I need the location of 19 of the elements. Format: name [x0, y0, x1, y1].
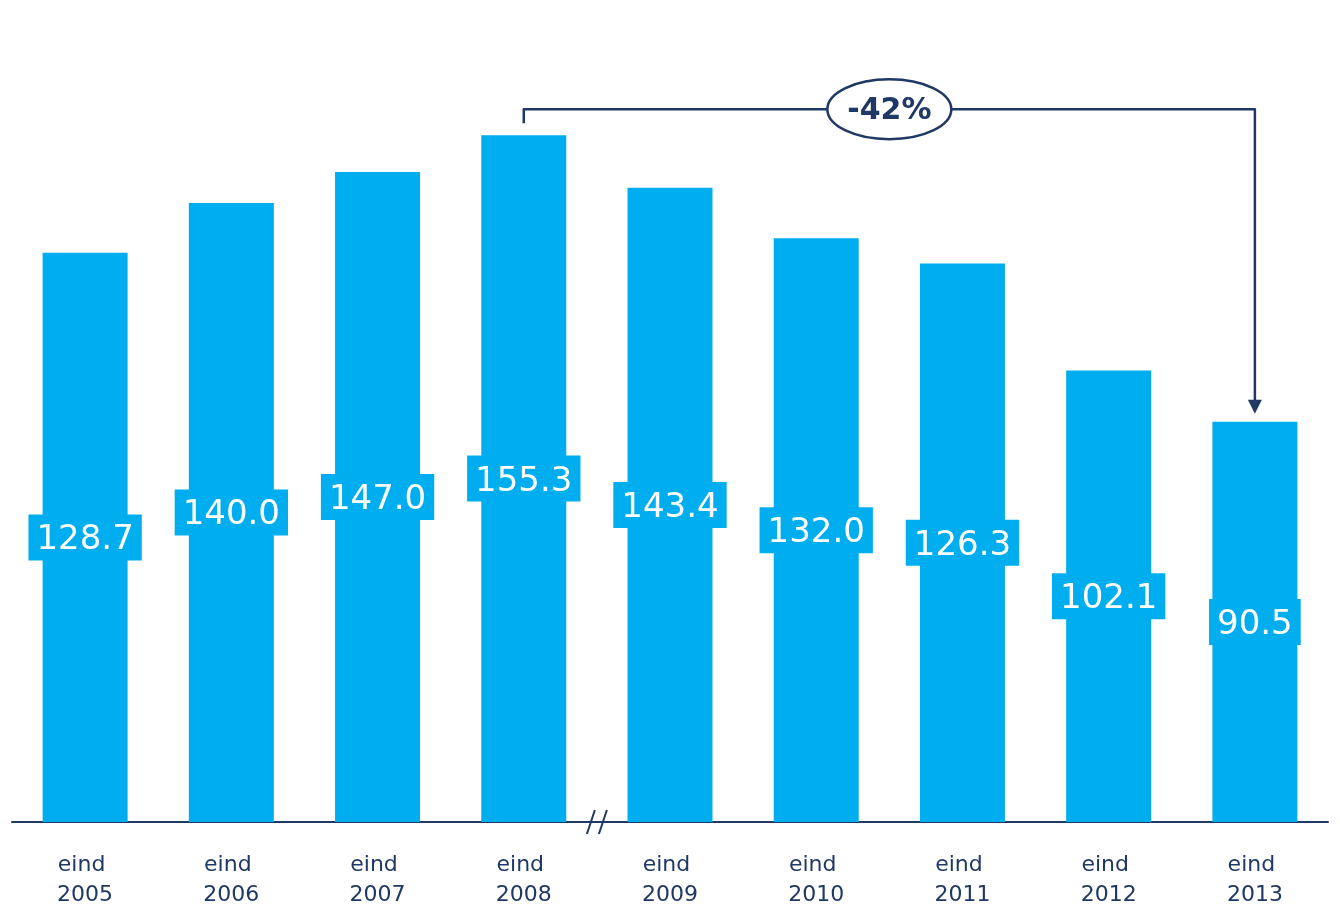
- data-label: 128.7: [36, 517, 134, 558]
- x-tick-label: eind 2012: [1080, 850, 1137, 906]
- data-label: 102.1: [1059, 576, 1158, 617]
- x-tick-label: eind 2006: [203, 850, 260, 906]
- x-tick-label: eind 2008: [495, 850, 552, 906]
- data-label: 147.0: [328, 476, 427, 517]
- x-tick-label: eind 2009: [642, 850, 698, 906]
- x-tick-label: eind 2011: [934, 850, 991, 906]
- x-tick-label: eind 2013: [1226, 850, 1283, 906]
- x-tick-label: eind 2005: [57, 850, 114, 906]
- data-label: 90.5: [1217, 601, 1293, 642]
- data-label: 126.3: [913, 522, 1012, 563]
- data-label: 140.0: [182, 492, 281, 533]
- data-label: 143.4: [621, 484, 719, 525]
- x-tick-label: eind 2010: [788, 850, 845, 906]
- text: -42%: [846, 90, 933, 129]
- data-label: 155.3: [475, 458, 573, 499]
- x-tick-label: eind 2007: [349, 850, 406, 906]
- data-label: 132.0: [767, 510, 865, 551]
